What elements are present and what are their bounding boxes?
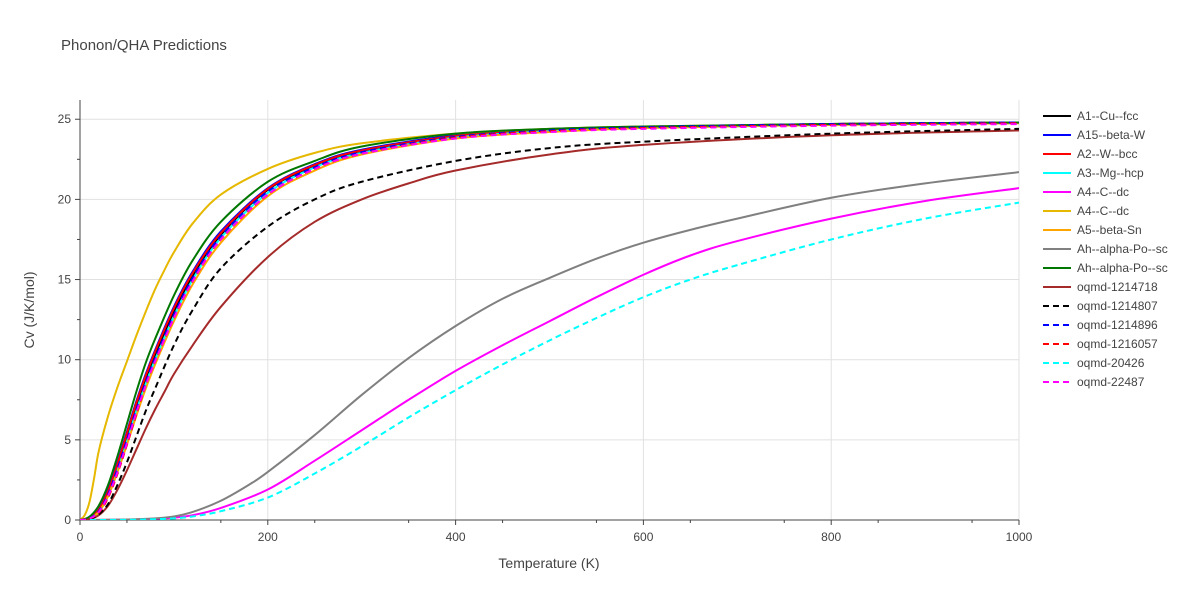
x-tick-label: 200	[258, 530, 278, 544]
series-line-7[interactable]	[80, 171, 1019, 520]
legend-item[interactable]: oqmd-1214896	[1043, 318, 1158, 332]
x-tick-label: 0	[77, 530, 84, 544]
legend-label: A1--Cu--fcc	[1077, 109, 1138, 123]
y-tick-label: 15	[58, 273, 72, 287]
legend-label: oqmd-1214896	[1077, 318, 1158, 332]
legend-label: A3--Mg--hcp	[1077, 166, 1144, 180]
legend-label: Ah--alpha-Po--sc	[1077, 261, 1168, 275]
legend-label: A15--beta-W	[1077, 128, 1146, 142]
series-line-4[interactable]	[80, 187, 1019, 520]
series-line-9[interactable]	[80, 129, 1019, 520]
y-tick-label: 20	[58, 192, 72, 206]
grid	[80, 100, 1020, 520]
legend-item[interactable]: A4--C--dc	[1043, 204, 1129, 218]
legend-item[interactable]: Ah--alpha-Po--sc	[1043, 242, 1168, 256]
y-tick-label: 10	[58, 353, 72, 367]
legend-label: oqmd-1216057	[1077, 337, 1158, 351]
legend-item[interactable]: Ah--alpha-Po--sc	[1043, 261, 1168, 275]
series-line-10[interactable]	[80, 127, 1019, 520]
series-line-14[interactable]	[80, 123, 1019, 520]
legend-item[interactable]: oqmd-1216057	[1043, 337, 1158, 351]
legend-item[interactable]: oqmd-20426	[1043, 356, 1145, 370]
legend-item[interactable]: A1--Cu--fcc	[1043, 109, 1138, 123]
legend-label: Ah--alpha-Po--sc	[1077, 242, 1168, 256]
x-tick-label: 1000	[1006, 530, 1033, 544]
y-tick-label: 0	[64, 513, 71, 527]
legend-label: A5--beta-Sn	[1077, 223, 1142, 237]
x-tick-label: 400	[446, 530, 466, 544]
legend-item[interactable]: oqmd-1214807	[1043, 299, 1158, 313]
legend-label: A4--C--dc	[1077, 204, 1129, 218]
legend-item[interactable]: oqmd-22487	[1043, 375, 1145, 389]
x-axis-title: Temperature (K)	[498, 555, 599, 571]
legend-item[interactable]: A15--beta-W	[1043, 128, 1146, 142]
legend-label: A2--W--bcc	[1077, 147, 1137, 161]
y-tick-label: 5	[64, 433, 71, 447]
legend-item[interactable]: A5--beta-Sn	[1043, 223, 1142, 237]
x-tick-label: 800	[821, 530, 841, 544]
legend[interactable]: A1--Cu--fcc A15--beta-W A2--W--bcc A3--Mg--…	[1043, 109, 1168, 389]
series-line-13[interactable]	[80, 201, 1019, 520]
legend-label: oqmd-22487	[1077, 375, 1145, 389]
legend-item[interactable]: A2--W--bcc	[1043, 147, 1137, 161]
y-tick-label: 25	[58, 112, 72, 126]
legend-label: oqmd-1214718	[1077, 280, 1158, 294]
legend-item[interactable]: A4--C--dc	[1043, 185, 1129, 199]
series-layer	[80, 121, 1019, 520]
legend-item[interactable]: A3--Mg--hcp	[1043, 166, 1144, 180]
y-axis-title: Cv (J/K/mol)	[21, 272, 37, 349]
axes: 0 200 400 600 800 1000 0 5 10 15 20 25	[58, 100, 1033, 544]
legend-label: A4--C--dc	[1077, 185, 1129, 199]
legend-label: oqmd-20426	[1077, 356, 1145, 370]
legend-label: oqmd-1214807	[1077, 299, 1158, 313]
chart-title: Phonon/QHA Predictions	[61, 37, 227, 54]
x-tick-label: 600	[633, 530, 653, 544]
legend-item[interactable]: oqmd-1214718	[1043, 280, 1158, 294]
